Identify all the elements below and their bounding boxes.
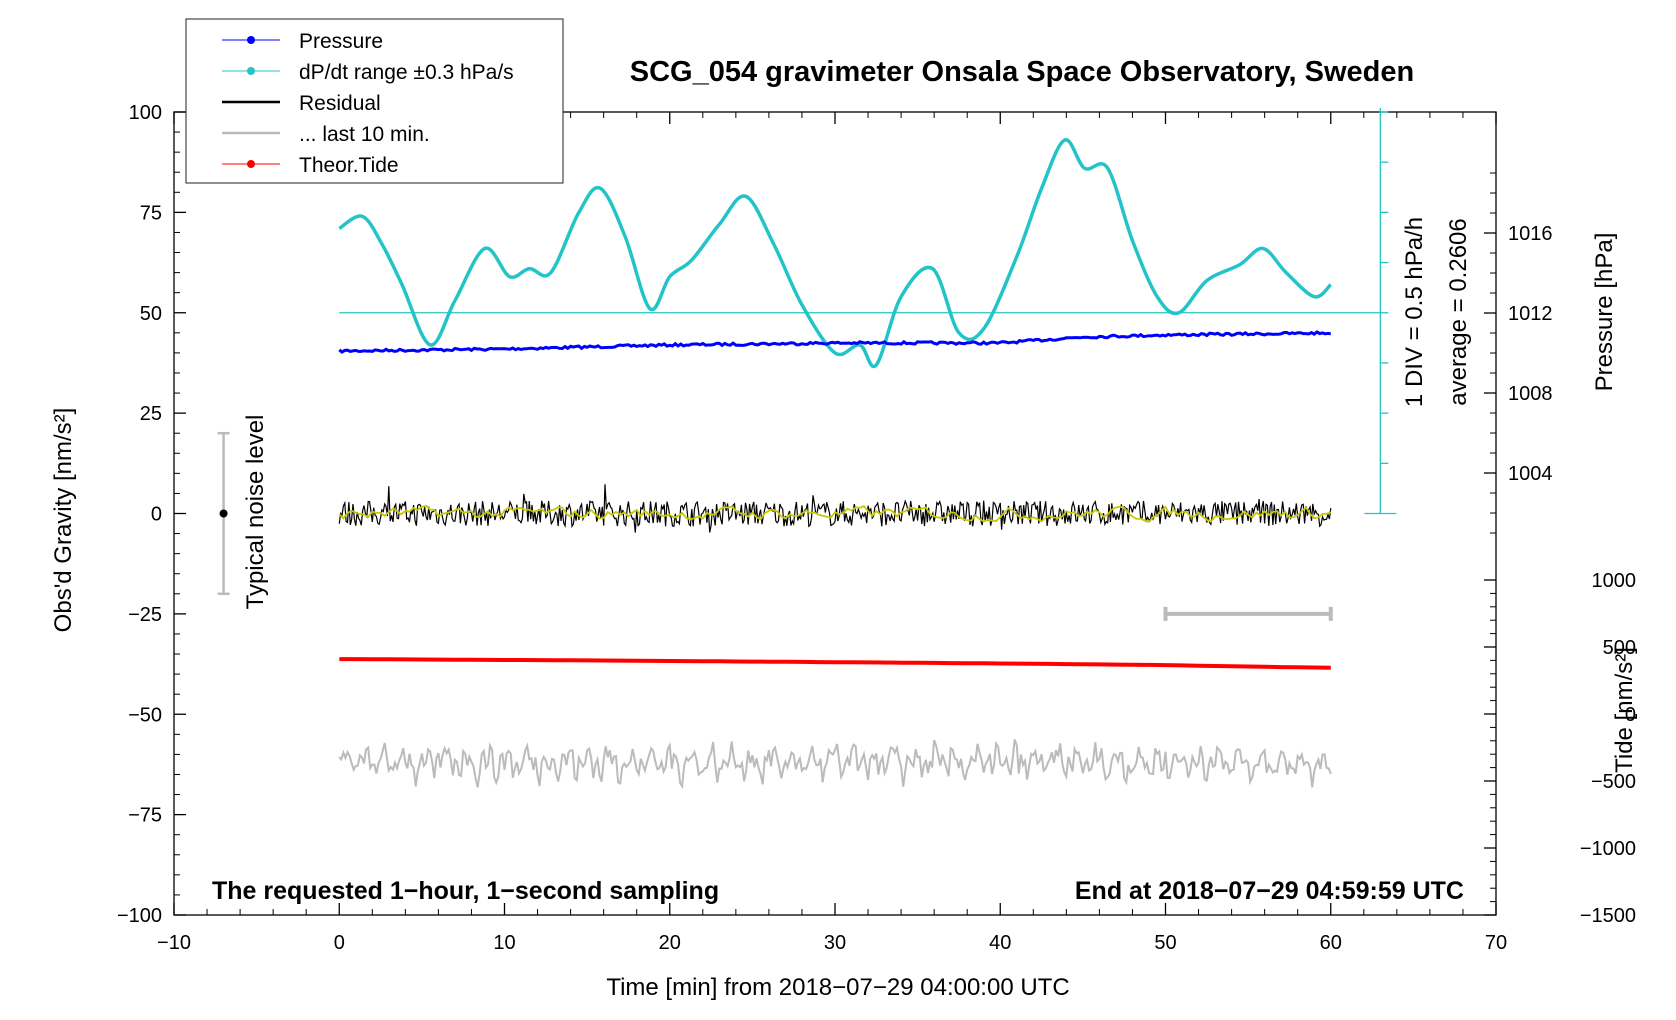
y-tick-label: −25 [128, 604, 162, 626]
x-tick-label: 60 [1320, 932, 1342, 954]
pressure-tick-label: 1012 [1508, 303, 1553, 325]
y-tick-label: −100 [117, 905, 162, 927]
series-layer [217, 138, 1381, 790]
series-residual-line [338, 484, 1332, 533]
svg-text:Pressure: Pressure [299, 30, 383, 53]
legend-item-residual: Residual [222, 92, 381, 115]
pressure-tick-label: 1008 [1508, 383, 1553, 405]
tide-tick-label: 0 [1625, 704, 1636, 726]
noise-level-label: Typical noise level [242, 415, 269, 610]
svg-text:Residual: Residual [299, 92, 381, 115]
legend-item-dpdt: dP/dt range ±0.3 hPa/s [222, 61, 514, 84]
x-tick-label: 70 [1485, 932, 1507, 954]
series-tide-line [339, 657, 1331, 670]
series-residual-smoothed-line [338, 504, 1332, 523]
x-axis-label: Time [min] from 2018−07−29 04:00:00 UTC [606, 974, 1069, 1001]
series-dpdt-line [338, 138, 1333, 369]
annotation-sampling: The requested 1−hour, 1−second sampling [212, 877, 719, 905]
y-tick-label: −75 [128, 805, 162, 827]
div-label: 1 DIV = 0.5 hPa/h [1401, 217, 1428, 407]
pressure-tick-label: 1016 [1508, 223, 1553, 245]
chart-title: SCG_054 gravimeter Onsala Space Observat… [630, 56, 1414, 88]
y-tick-label: −50 [128, 704, 162, 726]
y-tick-label: 50 [140, 303, 162, 325]
annotation-end-time: End at 2018−07−29 04:59:59 UTC [1075, 877, 1464, 905]
x-tick-label: 50 [1154, 932, 1176, 954]
y-tick-label: 75 [140, 202, 162, 224]
y-tick-label: 100 [129, 102, 162, 124]
tide-tick-label: −500 [1591, 771, 1636, 793]
svg-text:Theor.Tide: Theor.Tide [299, 154, 399, 177]
series-pressure-line [338, 330, 1332, 354]
svg-text:... last 10 min.: ... last 10 min. [299, 123, 430, 146]
x-tick-label: 30 [824, 932, 846, 954]
noise-bar-center [219, 509, 228, 518]
x-tick-label: 20 [659, 932, 681, 954]
tide-tick-label: 500 [1603, 637, 1636, 659]
x-tick-label: −10 [157, 932, 191, 954]
average-label: average = 0.2606 [1445, 218, 1472, 406]
pressure-tick-label: 1004 [1508, 463, 1553, 485]
legend: Pressure dP/dt range ±0.3 hPa/s Residual… [185, 18, 564, 184]
x-tick-label: 0 [334, 932, 345, 954]
y-tick-label: 0 [151, 504, 162, 526]
tide-tick-label: −1500 [1580, 905, 1636, 927]
legend-item-tide: Theor.Tide [222, 154, 399, 177]
legend-item-last10: ... last 10 min. [222, 123, 430, 146]
svg-text:dP/dt range ±0.3 hPa/s: dP/dt range ±0.3 hPa/s [299, 61, 514, 84]
axes-layer: −10 0 10 20 30 40 50 60 70−100−75−50−25025507510… [117, 102, 1636, 954]
x-tick-label: 40 [989, 932, 1011, 954]
tide-tick-label: −1000 [1580, 838, 1636, 860]
y-axis-label-left: Obs'd Gravity [nm/s²] [50, 408, 77, 633]
y-axis-label-tide: Tide [nm/s²] [1611, 647, 1638, 773]
tide-tick-label: 1000 [1592, 570, 1637, 592]
series-last10-line [338, 739, 1332, 790]
x-tick-label: 10 [493, 932, 515, 954]
legend-item-pressure: Pressure [222, 30, 383, 53]
y-axis-label-pressure: Pressure [hPa] [1591, 233, 1618, 392]
y-tick-label: 25 [140, 403, 162, 425]
